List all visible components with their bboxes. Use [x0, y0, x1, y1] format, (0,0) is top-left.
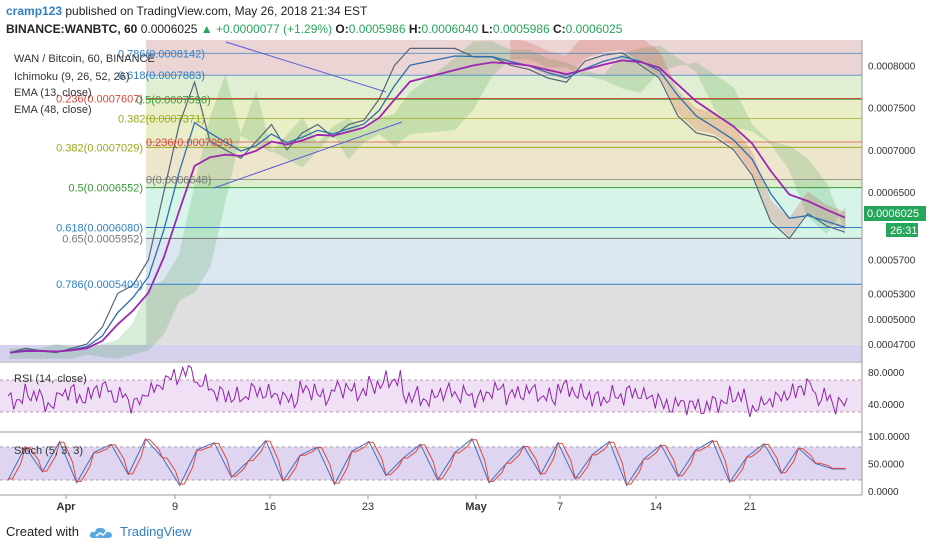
stoch-tick-label: 0.0000 — [868, 487, 899, 498]
author-link[interactable]: cramp123 — [6, 4, 63, 18]
time-tick-label: 7 — [557, 501, 563, 513]
price-tick-label: 0.0005700 — [868, 256, 916, 267]
fib-main-label: 0.786(0.0005409) — [56, 279, 143, 291]
fib-main-label: 0.618(0.0006080) — [56, 223, 143, 235]
price-badge-value: 0.0006025 — [867, 208, 919, 220]
price-tick-label: 0.0004700 — [868, 340, 916, 351]
legend-ema48: EMA (48, close) — [14, 104, 92, 116]
price-series — [9, 47, 846, 354]
high-value: 0.0006040 — [421, 22, 479, 36]
stoch-tick-label: 100.0000 — [868, 432, 910, 443]
fib-main-label: 0.236(0.0007607) — [56, 94, 143, 106]
tradingview-link[interactable]: TradingView — [120, 524, 192, 539]
close-value: 0.0006025 — [565, 22, 623, 36]
time-tick-label: Apr — [57, 501, 77, 513]
open-value: 0.0005986 — [348, 22, 406, 36]
legend-rsi: RSI (14, close) — [14, 373, 87, 385]
time-tick-label: 9 — [172, 501, 178, 513]
low-value: 0.0005986 — [492, 22, 550, 36]
price-tick-label: 0.0008000 — [868, 61, 916, 72]
created-with-text: Created with — [6, 524, 79, 539]
trend-lines[interactable] — [213, 41, 403, 189]
fib-main-label: 0.382(0.0007029) — [56, 142, 143, 154]
published-header: cramp123 published on TradingView.com, M… — [6, 4, 367, 18]
time-axis[interactable]: Apr 9 16 23 May 7 14 21 — [57, 495, 757, 513]
price-tick-label: 0.0005000 — [868, 315, 916, 326]
fib-left-label: 0(0.0006648) — [146, 175, 211, 187]
rsi-tick-label: 80.0000 — [868, 368, 905, 379]
price-tick-label: 0.0006500 — [868, 188, 916, 199]
stoch-tick-label: 50.0000 — [868, 460, 905, 471]
stoch-panel: 100.0000 50.0000 0.0000 — [0, 432, 910, 498]
fib-zone-bottom — [0, 344, 862, 361]
legend-ema13: EMA (13, close) — [14, 87, 92, 99]
fib-zone-upper — [146, 187, 862, 239]
price-tick-label: 0.0007500 — [868, 104, 916, 115]
countdown-box — [886, 223, 918, 237]
time-tick-label: 21 — [744, 501, 756, 513]
price-line — [9, 47, 846, 354]
symbol-name: BINANCE:WANBTC, 60 — [6, 22, 138, 36]
legend-ichimoku: Ichimoku (9, 26, 52, 26) — [14, 71, 130, 83]
tradingview-cloud-icon — [89, 527, 112, 538]
ema13-line — [9, 55, 846, 354]
rsi-panel: 80.0000 40.0000 — [0, 364, 905, 418]
rsi-tick-label: 40.0000 — [868, 400, 905, 411]
open-label: O: — [335, 22, 349, 36]
fib-zone-green — [146, 179, 862, 188]
fibonacci-lines — [146, 52, 862, 285]
legend-stoch: Stoch (5, 3, 3) — [14, 445, 83, 457]
fib-main-label: 0.65(0.0005952) — [62, 233, 143, 245]
last-price: 0.0006025 — [140, 22, 198, 36]
published-text: published on TradingView.com, May 26, 20… — [62, 4, 368, 18]
ema48-line — [9, 59, 846, 354]
fib-zone-olive — [146, 75, 862, 100]
trendline-upper[interactable] — [225, 41, 387, 93]
fib-left-label: 0.618(0.0007883) — [118, 70, 205, 82]
fibonacci-zones — [0, 40, 862, 361]
price-badge: 0.0006025 26:31 — [864, 206, 926, 237]
countdown-value: 26:31 — [890, 225, 918, 237]
time-tick-label: 23 — [362, 501, 374, 513]
trendline-lower[interactable] — [213, 121, 403, 189]
fib-left-label: 0.786(0.0008142) — [118, 48, 205, 60]
fib-zone-tan — [146, 141, 862, 180]
legend-main: WAN / Bitcoin, 60, BINANCE — [14, 53, 155, 65]
price-tick-label: 0.0007000 — [868, 146, 916, 157]
symbol-header: BINANCE:WANBTC, 60 0.0006025 ▲ +0.000007… — [6, 22, 622, 36]
rsi-line — [7, 364, 848, 418]
fib-zone-lower — [146, 284, 862, 345]
stoch-k-line — [7, 437, 846, 487]
time-tick-label: May — [465, 501, 487, 513]
fib-main-label: 0.5(0.0006552) — [68, 183, 143, 195]
price-axis[interactable]: 0.0008000 0.0007500 0.0007000 0.0006500 0.00… — [0, 40, 916, 496]
stoch-d-line — [8, 439, 846, 485]
fib-zone-top — [146, 40, 862, 76]
low-label: L: — [481, 22, 493, 36]
cloud-fill-red — [510, 40, 846, 237]
chart-legend: WAN / Bitcoin, 60, BINANCE Ichimoku (9, … — [14, 53, 155, 116]
fib-left-label: 0.382(0.0007371) — [118, 113, 205, 125]
time-tick-label: 14 — [650, 501, 662, 513]
fib-left-label: 0.236(0.0007093) — [146, 137, 233, 149]
high-label: H: — [408, 22, 422, 36]
stoch-band — [0, 447, 862, 480]
close-label: C: — [553, 22, 566, 36]
time-tick-label: 16 — [264, 501, 276, 513]
footer: Created with TradingView — [6, 524, 192, 541]
price-tick-label: 0.0005300 — [868, 289, 916, 300]
price-change: ▲ +0.0000077 (+1.29%) — [200, 22, 333, 36]
fib-left-label: 0.5(0.0007596) — [136, 94, 211, 106]
price-badge-box — [864, 206, 926, 221]
fib-zone-mid — [146, 238, 862, 285]
chart-canvas[interactable]: 0.786(0.0008142) 0.618(0.0007883) 0.5(0.00… — [0, 40, 932, 520]
fibonacci-labels: 0.786(0.0008142) 0.618(0.0007883) 0.5(0.00… — [56, 48, 233, 291]
